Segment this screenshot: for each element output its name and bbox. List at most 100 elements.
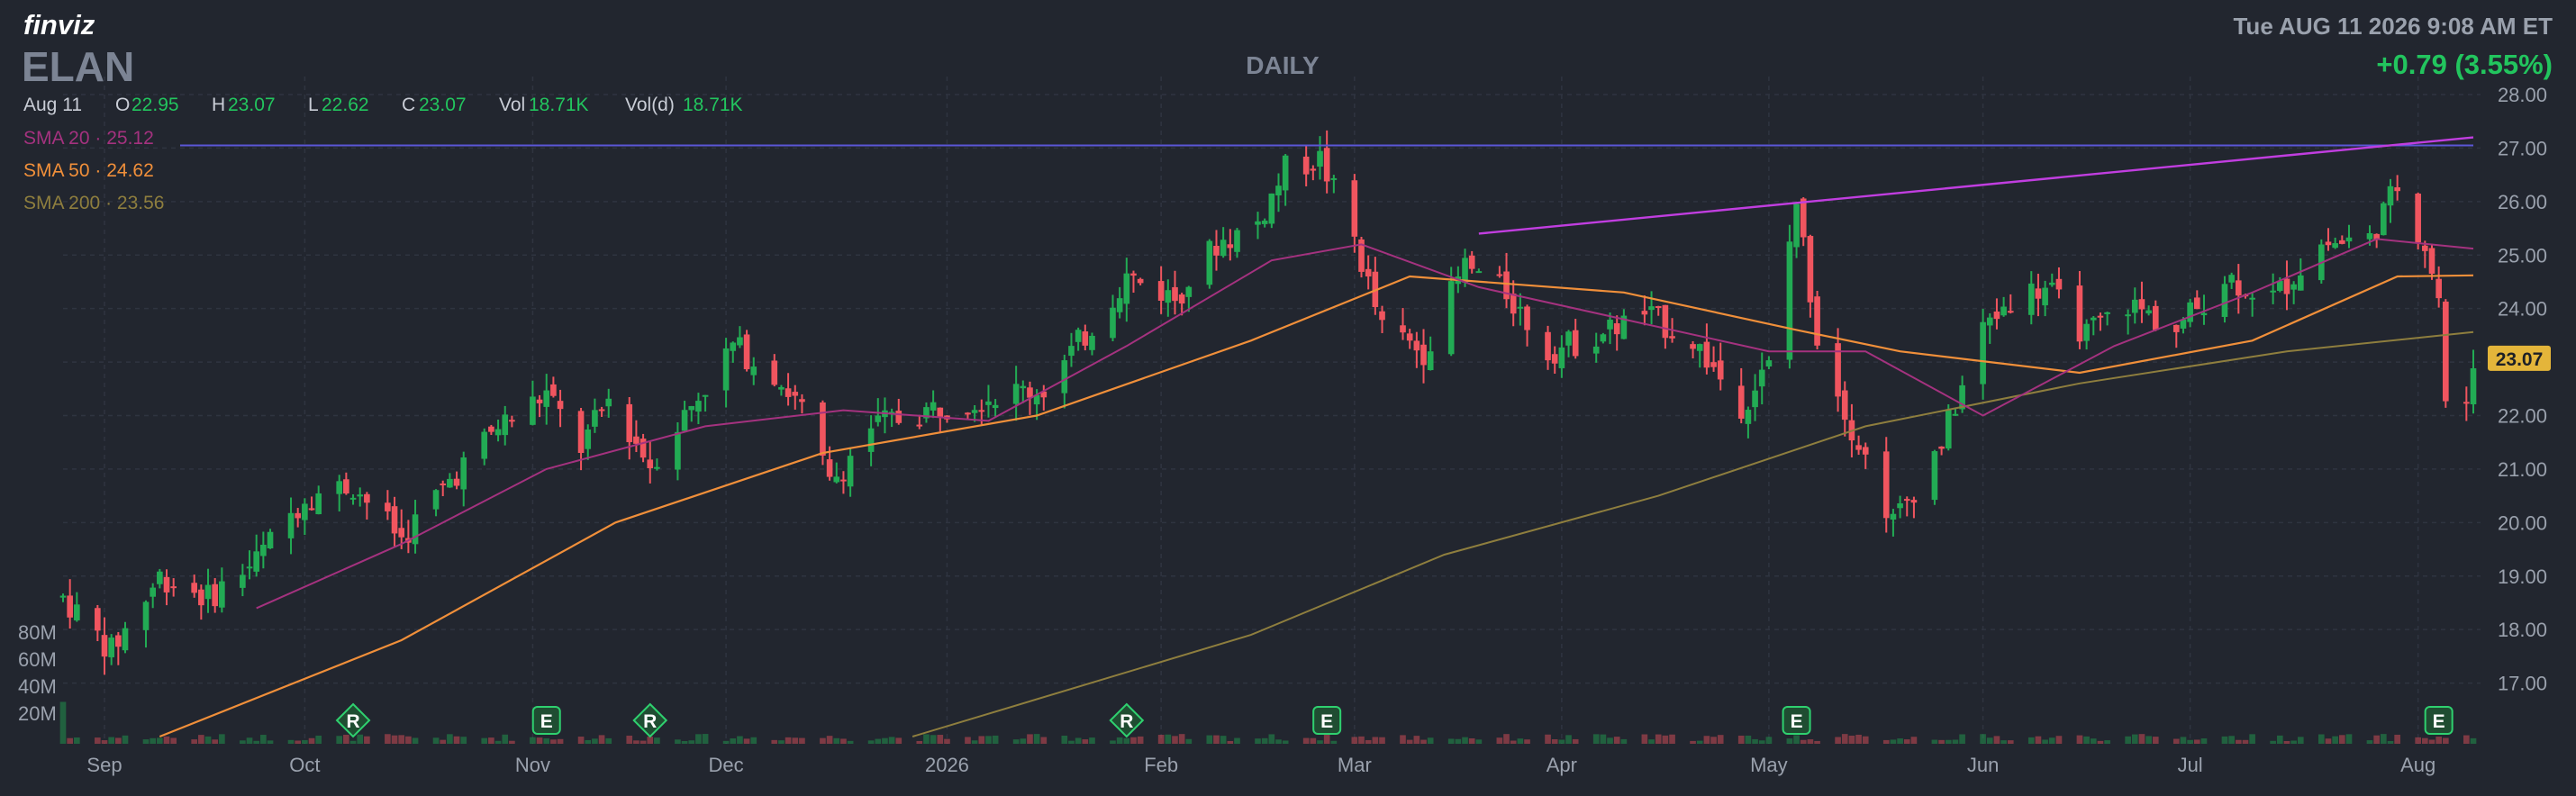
candle-body: [1648, 306, 1655, 311]
x-tick-label: Sep: [86, 754, 122, 776]
volume-bar: [2180, 737, 2187, 744]
trendline: [1478, 136, 2474, 235]
candle-body: [799, 399, 805, 403]
volume-bar: [2097, 740, 2104, 744]
candle-body: [688, 405, 695, 411]
candle-body: [315, 493, 322, 515]
candle-body: [965, 412, 971, 415]
volume-bar: [101, 740, 108, 744]
volume-bar: [1317, 740, 1323, 744]
candle-body: [67, 595, 73, 618]
candle-body: [1752, 390, 1758, 408]
candle-body: [1123, 273, 1130, 304]
candle-body: [2235, 280, 2242, 296]
volume-bar: [1910, 737, 1918, 744]
candle-body: [1033, 394, 1040, 405]
candle-body: [349, 497, 357, 500]
volume-bar: [1503, 734, 1510, 744]
rating-event-marker: [632, 702, 668, 738]
candle-body: [1351, 180, 1358, 237]
candle-body: [1814, 296, 1820, 346]
candle-body: [2042, 287, 2048, 306]
volume-bar: [481, 737, 488, 744]
candle-body: [481, 431, 488, 459]
candle-body: [1938, 446, 1945, 449]
volume-bar: [1012, 739, 1020, 744]
volume-bar: [1613, 737, 1620, 744]
candle-body: [391, 506, 398, 534]
volume-bar: [163, 736, 170, 744]
candle-body: [2172, 324, 2180, 332]
y-tick-label: 25.00: [2498, 244, 2547, 267]
candle-body: [1317, 150, 1323, 167]
candle-body: [1234, 230, 1240, 252]
volume-bar: [647, 737, 654, 744]
candle-body: [488, 426, 494, 432]
volume-bar: [343, 734, 349, 744]
candle-body: [2097, 315, 2104, 318]
candle-body: [287, 512, 295, 538]
x-tick-label: Nov: [515, 754, 550, 776]
candle-body: [385, 502, 391, 511]
candle-body: [1503, 271, 1510, 300]
candle-body: [1082, 331, 1089, 346]
volume-bar: [198, 735, 204, 744]
volume-bar: [2221, 736, 2228, 744]
vold-value: 18.71K: [683, 95, 743, 115]
volume-bar: [2317, 734, 2325, 744]
volume-bar: [1123, 737, 1130, 744]
volume-bar: [633, 740, 639, 744]
candle-body: [1172, 286, 1178, 302]
candle-body: [2228, 275, 2235, 283]
volume-bar: [1302, 737, 1310, 744]
candle-body: [295, 512, 302, 519]
candle-body: [240, 574, 246, 588]
candle-body: [1641, 311, 1648, 315]
candle-body: [1462, 258, 1468, 283]
candle-body: [1737, 385, 1745, 419]
sma20-line: [256, 238, 2474, 610]
volume-bar: [1986, 737, 1993, 744]
volume-bar: [1938, 739, 1945, 744]
sma200-line: [912, 330, 2474, 737]
volume-tick-label: 20M: [18, 702, 57, 725]
volume-bar: [826, 736, 833, 744]
candles: [59, 130, 2477, 675]
volume-bar: [1475, 739, 1483, 744]
candle-body: [592, 410, 598, 427]
volume-bar: [971, 740, 978, 744]
volume-bar: [1524, 739, 1530, 744]
candle-body: [1565, 331, 1572, 346]
candle-body: [1365, 268, 1372, 277]
volume-bar: [1379, 737, 1385, 744]
volume-bar: [1572, 738, 1579, 744]
close-value: 23.07: [419, 95, 467, 115]
volume-bar: [2415, 737, 2421, 744]
candle-body: [357, 494, 364, 497]
volume-bar: [1185, 738, 1193, 744]
volume-bar: [1641, 734, 1648, 744]
candle-body: [302, 503, 308, 520]
candle-body: [1157, 281, 1165, 301]
candle-body: [1765, 360, 1773, 366]
candle-body: [585, 429, 592, 449]
volume-bar: [1931, 739, 1938, 744]
timeframe-label: DAILY: [1246, 51, 1320, 79]
candle-body: [1717, 360, 1724, 380]
candle-body: [1841, 390, 1848, 421]
brand-logo[interactable]: finviz: [23, 9, 95, 41]
volume-bar: [108, 737, 114, 744]
event-marker-label: R: [643, 711, 657, 732]
volume-bar: [253, 740, 260, 744]
candle-body: [778, 386, 785, 390]
volume-bar: [688, 740, 695, 744]
volume-bar: [287, 739, 295, 744]
candle-body: [930, 402, 937, 411]
volume-bar: [2027, 737, 2035, 744]
volume-bar: [1710, 737, 1717, 744]
candle-body: [633, 436, 639, 444]
candle-body: [681, 410, 688, 431]
volume-bar: [1089, 737, 1095, 744]
